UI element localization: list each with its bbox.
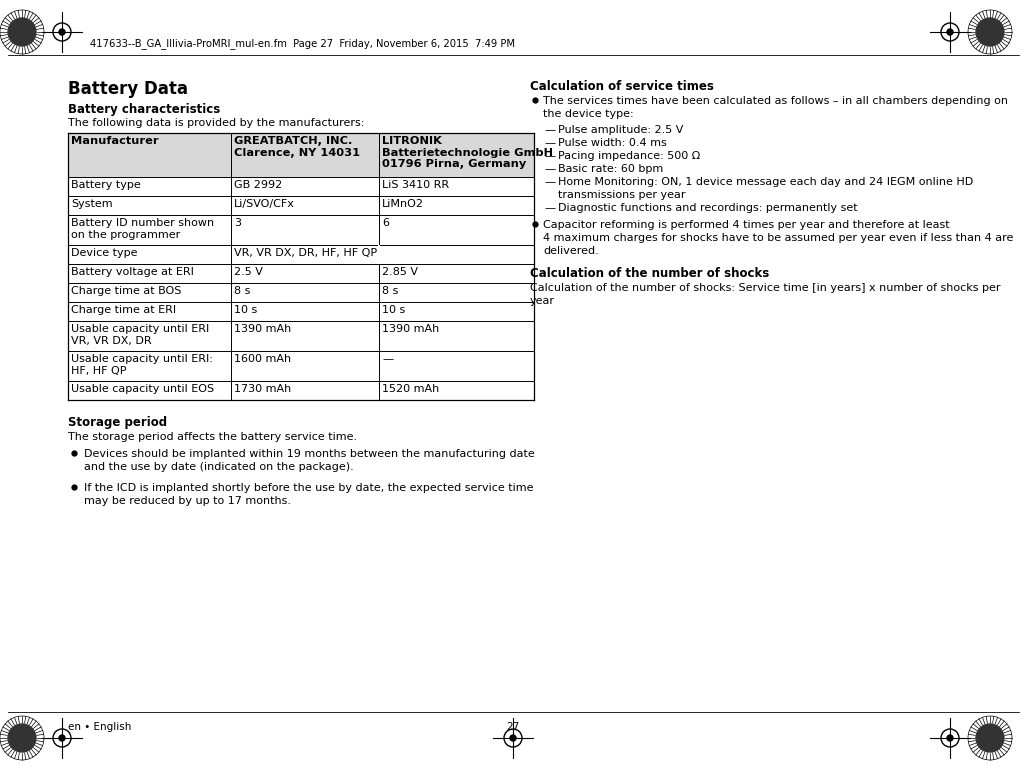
Text: 10 s: 10 s — [382, 305, 406, 315]
Text: Pulse width: 0.4 ms: Pulse width: 0.4 ms — [558, 138, 667, 148]
Text: —: — — [544, 138, 556, 148]
Text: LiMnO2: LiMnO2 — [382, 199, 424, 209]
Text: the device type:: the device type: — [543, 109, 634, 119]
Text: If the ICD is implanted shortly before the use by date, the expected service tim: If the ICD is implanted shortly before t… — [84, 483, 533, 506]
Text: 6: 6 — [382, 218, 389, 228]
Text: The services times have been calculated as follows – in all chambers depending o: The services times have been calculated … — [543, 96, 1007, 106]
Text: LITRONIK
Batterietechnologie GmbH
01796 Pirna, Germany: LITRONIK Batterietechnologie GmbH 01796 … — [382, 136, 553, 169]
Circle shape — [510, 735, 516, 741]
Text: Charge time at ERI: Charge time at ERI — [71, 305, 176, 315]
Circle shape — [8, 724, 36, 752]
Text: The following data is provided by the manufacturers:: The following data is provided by the ma… — [68, 118, 365, 128]
Text: Usable capacity until ERI
VR, VR DX, DR: Usable capacity until ERI VR, VR DX, DR — [71, 324, 210, 346]
Text: Li/SVO/CFx: Li/SVO/CFx — [234, 199, 295, 209]
Text: —: — — [544, 177, 556, 187]
Text: Device type: Device type — [71, 248, 138, 258]
Text: 2.5 V: 2.5 V — [234, 267, 263, 277]
Text: 1730 mAh: 1730 mAh — [234, 384, 292, 394]
Text: 1520 mAh: 1520 mAh — [382, 384, 440, 394]
Text: Manufacturer: Manufacturer — [71, 136, 158, 146]
Bar — [378, 245, 380, 264]
Text: Capacitor reforming is performed 4 times per year and therefore at least: Capacitor reforming is performed 4 times… — [543, 220, 950, 230]
Circle shape — [947, 735, 953, 741]
Text: Calculation of the number of shocks: Service time [in years] x number of shocks : Calculation of the number of shocks: Ser… — [530, 283, 1000, 293]
Circle shape — [976, 724, 1004, 752]
Text: Battery Data: Battery Data — [68, 80, 188, 98]
Text: 2.85 V: 2.85 V — [382, 267, 418, 277]
Text: Usable capacity until EOS: Usable capacity until EOS — [71, 384, 214, 394]
Circle shape — [947, 29, 953, 35]
Text: year: year — [530, 296, 555, 306]
Text: GB 2992: GB 2992 — [234, 180, 282, 190]
Text: —: — — [382, 354, 393, 364]
Circle shape — [8, 18, 36, 46]
Text: Diagnostic functions and recordings: permanently set: Diagnostic functions and recordings: per… — [558, 203, 858, 213]
Text: Storage period: Storage period — [68, 416, 167, 429]
Text: Devices should be implanted within 19 months between the manufacturing date
and : Devices should be implanted within 19 mo… — [84, 449, 535, 472]
Text: Usable capacity until ERI:
HF, HF QP: Usable capacity until ERI: HF, HF QP — [71, 354, 213, 376]
Text: GREATBATCH, INC.
Clarence, NY 14031: GREATBATCH, INC. Clarence, NY 14031 — [234, 136, 360, 158]
Text: 4 maximum charges for shocks have to be assumed per year even if less than 4 are: 4 maximum charges for shocks have to be … — [543, 233, 1014, 243]
Text: transmissions per year: transmissions per year — [558, 190, 685, 200]
Text: 1390 mAh: 1390 mAh — [382, 324, 440, 334]
Text: Charge time at BOS: Charge time at BOS — [71, 286, 182, 296]
Circle shape — [59, 29, 65, 35]
Text: Battery characteristics: Battery characteristics — [68, 103, 220, 116]
Text: Calculation of the number of shocks: Calculation of the number of shocks — [530, 267, 769, 280]
Text: VR, VR DX, DR, HF, HF QP: VR, VR DX, DR, HF, HF QP — [234, 248, 377, 258]
Text: LiS 3410 RR: LiS 3410 RR — [382, 180, 449, 190]
Text: 3: 3 — [234, 218, 241, 228]
Text: 10 s: 10 s — [234, 305, 257, 315]
Text: Pacing impedance: 500 Ω: Pacing impedance: 500 Ω — [558, 151, 700, 161]
Text: 417633--B_GA_IIlivia-ProMRI_mul-en.fm  Page 27  Friday, November 6, 2015  7:49 P: 417633--B_GA_IIlivia-ProMRI_mul-en.fm Pa… — [90, 38, 515, 49]
Text: en • English: en • English — [68, 722, 131, 732]
Text: delivered.: delivered. — [543, 246, 599, 256]
Text: Battery ID number shown
on the programmer: Battery ID number shown on the programme… — [71, 218, 214, 239]
Text: —: — — [544, 151, 556, 161]
Text: Pulse amplitude: 2.5 V: Pulse amplitude: 2.5 V — [558, 125, 683, 135]
Circle shape — [976, 18, 1004, 46]
Text: System: System — [71, 199, 113, 209]
Text: Calculation of service times: Calculation of service times — [530, 80, 714, 93]
Text: 8 s: 8 s — [382, 286, 398, 296]
Text: 1390 mAh: 1390 mAh — [234, 324, 292, 334]
Text: 8 s: 8 s — [234, 286, 251, 296]
Bar — [68, 133, 534, 177]
Text: Battery voltage at ERI: Battery voltage at ERI — [71, 267, 194, 277]
Text: 1600 mAh: 1600 mAh — [234, 354, 291, 364]
Text: —: — — [544, 125, 556, 135]
Text: —: — — [544, 164, 556, 174]
Text: Home Monitoring: ON, 1 device message each day and 24 IEGM online HD: Home Monitoring: ON, 1 device message ea… — [558, 177, 974, 187]
Text: Basic rate: 60 bpm: Basic rate: 60 bpm — [558, 164, 663, 174]
Text: —: — — [544, 203, 556, 213]
Text: The storage period affects the battery service time.: The storage period affects the battery s… — [68, 432, 357, 442]
Text: Battery type: Battery type — [71, 180, 141, 190]
Circle shape — [59, 735, 65, 741]
Text: 27: 27 — [506, 722, 520, 732]
